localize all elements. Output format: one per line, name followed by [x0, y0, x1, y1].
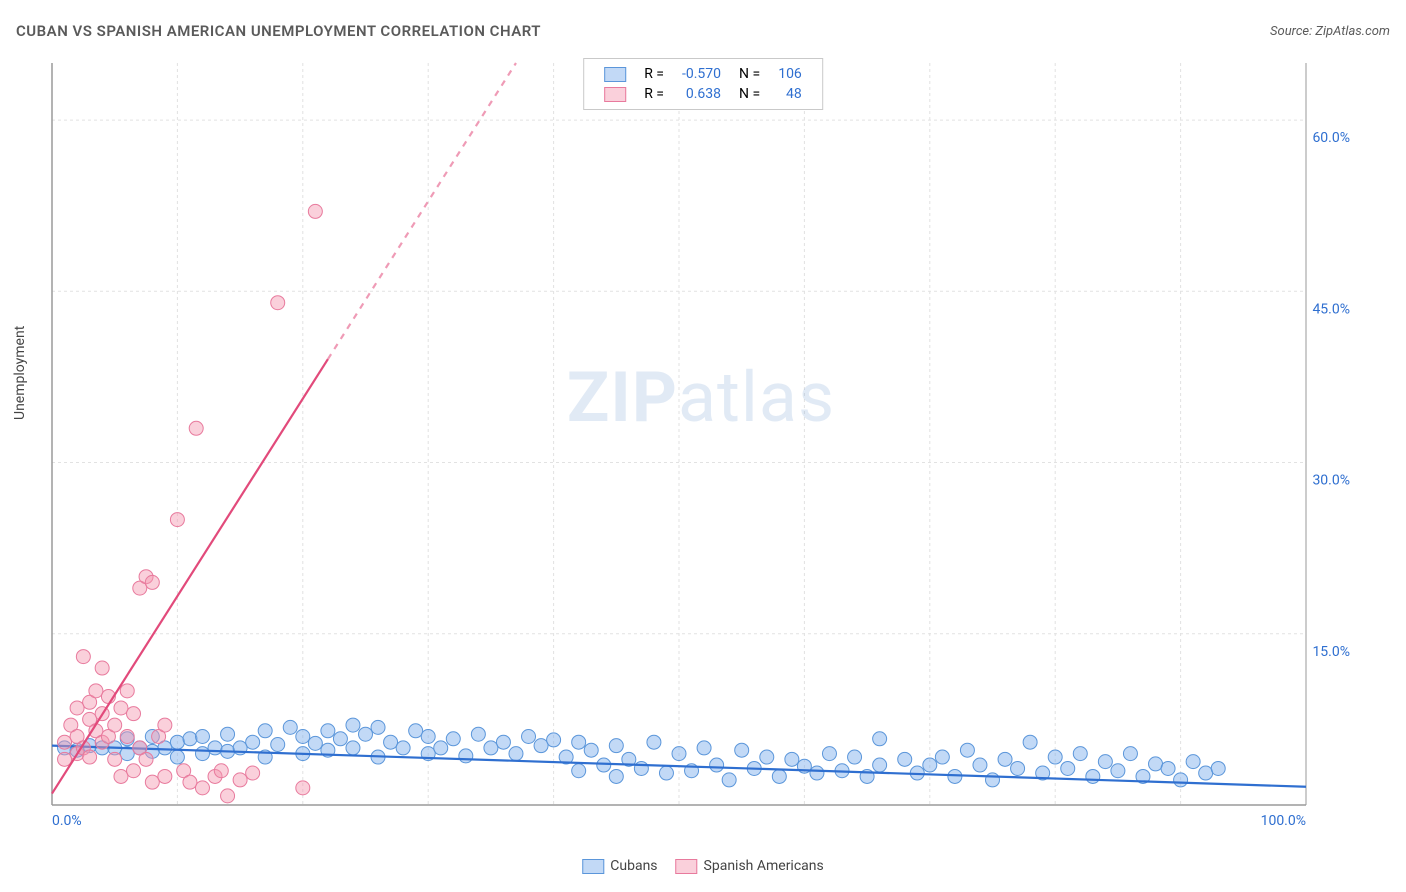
chart-title: CUBAN VS SPANISH AMERICAN UNEMPLOYMENT C…	[16, 22, 541, 40]
n-value-cubans: 106	[770, 65, 810, 83]
legend-swatch-cubans	[582, 859, 604, 874]
swatch-spanish	[604, 87, 626, 102]
legend-label-cubans: Cubans	[610, 858, 657, 874]
r-value-cubans: -0.570	[674, 65, 729, 83]
source-attribution: Source: ZipAtlas.com	[1270, 24, 1390, 39]
svg-text:30.0%: 30.0%	[1312, 473, 1350, 489]
r-label: R =	[636, 85, 672, 103]
legend-label-spanish: Spanish Americans	[704, 858, 824, 874]
scatter-plot-svg: 15.0% 30.0% 45.0% 60.0% 0.0% 100.0%	[46, 55, 1356, 835]
correlation-row-cubans: R = -0.570 N = 106	[596, 65, 810, 83]
n-label: N =	[731, 65, 768, 83]
svg-text:100.0%: 100.0%	[1261, 813, 1306, 829]
correlation-table: R = -0.570 N = 106 R = 0.638 N = 48	[594, 63, 812, 105]
legend-swatch-spanish	[676, 859, 698, 874]
chart-header: CUBAN VS SPANISH AMERICAN UNEMPLOYMENT C…	[16, 22, 1390, 40]
n-value-spanish: 48	[770, 85, 810, 103]
svg-text:60.0%: 60.0%	[1312, 130, 1350, 146]
correlation-legend: R = -0.570 N = 106 R = 0.638 N = 48	[583, 58, 823, 110]
series-legend: Cubans Spanish Americans	[582, 858, 823, 874]
r-value-spanish: 0.638	[674, 85, 729, 103]
y-axis-label: Unemployment	[12, 326, 28, 420]
chart-plot-area: 15.0%30.0%45.0%60.0%0.0%100.0% ZIPatlas	[46, 55, 1356, 835]
swatch-cubans	[604, 67, 626, 82]
r-label: R =	[636, 65, 672, 83]
svg-text:45.0%: 45.0%	[1312, 301, 1350, 317]
n-label: N =	[731, 85, 768, 103]
legend-item-spanish: Spanish Americans	[676, 858, 824, 874]
legend-item-cubans: Cubans	[582, 858, 657, 874]
correlation-row-spanish: R = 0.638 N = 48	[596, 85, 810, 103]
svg-text:0.0%: 0.0%	[52, 813, 82, 829]
svg-text:15.0%: 15.0%	[1312, 644, 1350, 660]
